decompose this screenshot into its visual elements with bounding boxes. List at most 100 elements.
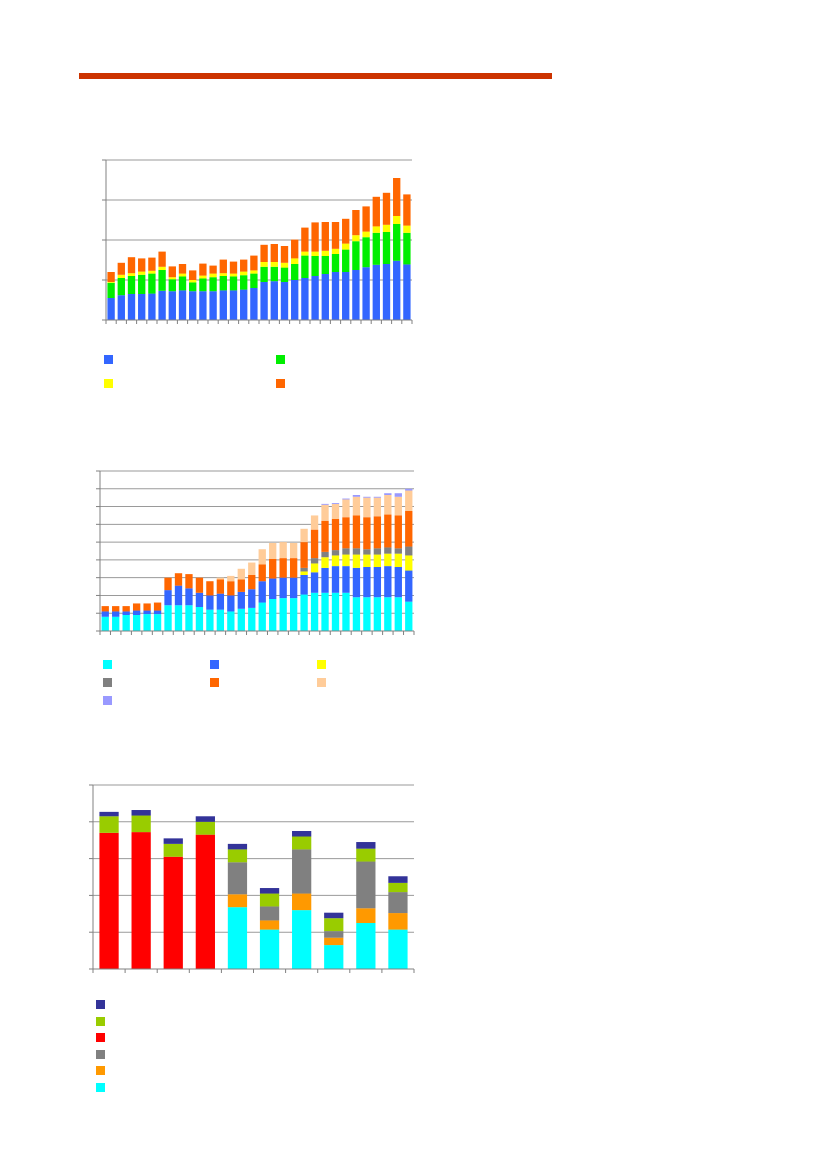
bar-segment-series-1 — [153, 614, 162, 631]
bar-segment-series-1 — [122, 615, 130, 631]
legend-item — [96, 1066, 111, 1075]
bar-segment-series-3 — [292, 849, 312, 894]
bar-segment-series-7 — [373, 496, 382, 498]
bar-segment-series-2 — [158, 270, 166, 291]
bar-segment-series-4 — [310, 558, 319, 564]
bar-segment-series-4 — [291, 239, 299, 259]
bar-segment-series-4 — [393, 178, 401, 216]
bar-segment-series-1 — [405, 601, 413, 631]
bar-segment-series-1 — [301, 278, 309, 320]
legend-item — [276, 379, 291, 388]
bar-segment-series-4 — [163, 856, 183, 969]
bar-segment-series-2 — [321, 256, 329, 274]
bar-segment-series-6 — [321, 504, 329, 521]
bar-segment-series-5 — [324, 918, 344, 932]
bar-segment-series-2 — [356, 908, 376, 923]
bar-segment-series-1 — [269, 599, 277, 631]
bar-segment-series-1 — [279, 598, 287, 631]
bar-segment-series-1 — [158, 290, 166, 320]
legend-item — [104, 355, 119, 364]
bar-segment-series-6 — [394, 496, 402, 516]
bar-segment-series-3 — [189, 280, 197, 283]
legend-swatch — [96, 1049, 105, 1059]
bar-segment-series-2 — [248, 589, 256, 608]
bar-segment-series-4 — [311, 222, 319, 252]
bar-segment-series-4 — [178, 264, 187, 274]
bar-segment-series-1 — [107, 298, 115, 320]
bar-segment-series-1 — [384, 597, 392, 631]
bar-segment-series-3 — [300, 571, 308, 575]
bar-segment-series-5 — [112, 606, 120, 612]
bar-segment-series-5 — [174, 573, 183, 586]
bar-segment-series-3 — [321, 250, 329, 256]
bar-segment-series-1 — [394, 597, 402, 631]
bar-segment-series-1 — [237, 608, 245, 631]
legend-item — [103, 678, 118, 687]
bar-segment-series-7 — [321, 503, 329, 505]
bar-segment-series-2 — [331, 566, 340, 593]
bar-segment-series-5 — [259, 893, 280, 907]
bar-segment-series-1 — [289, 598, 298, 631]
chart-2 — [96, 470, 415, 635]
bar-segment-series-1 — [321, 592, 329, 631]
bar-segment-series-7 — [352, 495, 361, 497]
bar-segment-series-2 — [324, 937, 344, 946]
bar-segment-series-2 — [352, 567, 361, 598]
bar-segment-series-4 — [209, 265, 217, 274]
bar-segment-series-3 — [384, 553, 392, 567]
bar-segment-series-4 — [301, 227, 309, 252]
bar-segment-series-1 — [132, 615, 141, 631]
bar-segment-series-1 — [101, 616, 109, 631]
bar-segment-series-6 — [405, 490, 413, 511]
bar-segment-series-7 — [394, 493, 402, 497]
bar-segment-series-1 — [117, 295, 125, 320]
bar-segment-series-6 — [356, 842, 376, 849]
bar-segment-series-3 — [362, 231, 370, 238]
bar-segment-series-2 — [258, 581, 266, 603]
bar-segment-series-3 — [331, 248, 340, 254]
bar-segment-series-3 — [209, 273, 217, 278]
bar-segment-series-5 — [405, 511, 413, 547]
bar-segment-series-1 — [342, 592, 350, 631]
bar-segment-series-1 — [291, 280, 299, 320]
bar-segment-series-7 — [405, 488, 413, 491]
bar-segment-series-4 — [138, 258, 146, 272]
bar-segment-series-4 — [148, 257, 156, 271]
bar-segment-series-2 — [382, 232, 391, 264]
bar-segment-series-1 — [189, 291, 197, 320]
bar-segment-series-2 — [289, 577, 298, 599]
bar-segment-series-1 — [280, 282, 289, 320]
bar-segment-series-4 — [229, 261, 238, 274]
bar-segment-series-3 — [372, 226, 380, 233]
bar-segment-series-3 — [331, 555, 340, 567]
legend-swatch — [210, 660, 219, 669]
bar-segment-series-5 — [227, 849, 248, 863]
bar-segment-series-5 — [258, 564, 266, 582]
bar-segment-series-2 — [384, 566, 392, 598]
legend-swatch — [103, 660, 112, 669]
bar-segment-series-3 — [405, 555, 413, 571]
bar-segment-series-6 — [99, 811, 119, 817]
bar-segment-series-1 — [393, 260, 401, 320]
bar-segment-series-3 — [342, 243, 350, 250]
bar-segment-series-4 — [127, 257, 136, 274]
bar-segment-series-6 — [324, 912, 344, 919]
bar-segment-series-6 — [384, 495, 392, 515]
bar-segment-series-5 — [331, 519, 340, 551]
bar-segment-series-3 — [117, 274, 125, 278]
bar-segment-series-1 — [324, 945, 344, 969]
bar-segment-series-6 — [279, 542, 287, 559]
bar-segment-series-1 — [352, 597, 361, 631]
bar-segment-series-4 — [352, 548, 361, 555]
bar-segment-series-6 — [289, 543, 298, 559]
bar-segment-series-5 — [248, 575, 256, 590]
bar-segment-series-3 — [324, 931, 344, 938]
bar-segment-series-6 — [269, 543, 277, 559]
bar-segment-series-5 — [388, 882, 408, 893]
bar-segment-series-1 — [270, 281, 278, 320]
bar-segment-series-6 — [227, 843, 248, 850]
bar-segment-series-2 — [216, 593, 225, 610]
chart-1 — [102, 159, 413, 324]
legend-swatch — [104, 379, 113, 388]
bar-segment-series-6 — [310, 515, 319, 530]
